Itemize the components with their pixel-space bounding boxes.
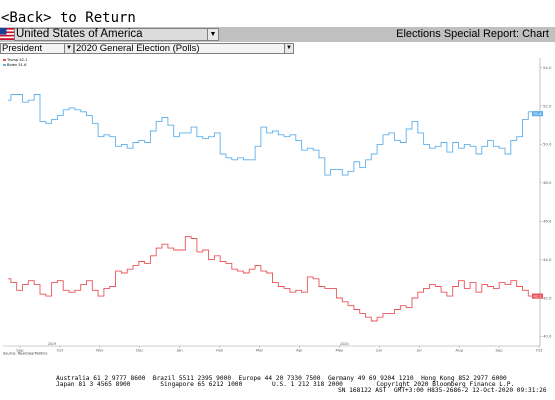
report-title: Elections Special Report: Chart xyxy=(396,28,549,40)
x-tick-label: Mar xyxy=(256,348,264,353)
chart-source: Source: RealClearPolitics xyxy=(3,352,47,356)
x-tick-label: Feb xyxy=(216,348,223,353)
race-select[interactable]: President ▼ xyxy=(0,43,74,54)
last-value-tag-biden xyxy=(532,111,543,117)
x-tick-label: Oct xyxy=(536,348,543,353)
y-tick-label: 42.0 xyxy=(543,295,552,300)
legend-item-trump: Trump 42.1 xyxy=(3,58,27,63)
series-line-biden xyxy=(8,94,537,176)
last-value-label-biden: 51.6 xyxy=(533,112,542,116)
footer: Australia 61 2 9777 8600 Brazil 5511 239… xyxy=(0,375,555,400)
x-tick-label: Dec xyxy=(136,348,143,353)
back-link-text[interactable]: <Back> to Return xyxy=(1,10,136,26)
x-year-label: 2020 xyxy=(340,342,349,346)
y-tick-label: 52.0 xyxy=(543,103,552,108)
y-tick-label: 46.0 xyxy=(543,219,552,224)
last-value-label-trump: 42.1 xyxy=(533,294,541,298)
last-value-tag-trump xyxy=(532,293,543,299)
x-tick-label: Jan xyxy=(176,348,183,353)
x-tick-label: Nov xyxy=(96,348,104,353)
race-select-value: President xyxy=(2,43,43,54)
series-line-trump xyxy=(8,236,537,322)
y-tick-label: 50.0 xyxy=(543,142,552,147)
poll-chart-svg: 54.0 52.0 50.0 48.0 46.0 44.0 42.0 40.0 Sep Oct No… xyxy=(0,55,555,355)
sub-bar: President ▼ 2020 General Election (Polls… xyxy=(0,42,555,54)
us-flag-icon xyxy=(0,28,14,40)
footer-session-line: SN 168122 AST GMT+3:00 H835-2686-2 12-Oc… xyxy=(338,387,547,394)
x-tick-label: Jul xyxy=(416,348,422,353)
y-tick-label: 48.0 xyxy=(543,180,552,185)
top-bar: United States of America ▼ Elections Spe… xyxy=(0,27,555,42)
x-tick-label: Sep xyxy=(495,348,503,353)
chevron-down-icon[interactable]: ▼ xyxy=(207,29,218,40)
x-tick-label: Aug xyxy=(455,348,463,353)
back-link[interactable]: <Back> to Return xyxy=(1,10,136,27)
x-tick-label: Sep xyxy=(16,348,24,353)
x-tick-label: Apr xyxy=(296,348,303,353)
footer-contacts-line-1: Australia 61 2 9777 8600 Brazil 5511 239… xyxy=(56,375,507,382)
footer-contacts-line-2: Japan 81 3 4565 8900 Singapore 65 6212 1… xyxy=(56,381,515,388)
legend-swatch-biden xyxy=(3,63,6,66)
y-tick-label: 54.0 xyxy=(543,65,552,70)
poll-type-select-value: 2020 General Election (Polls) xyxy=(76,43,200,54)
chart-background xyxy=(0,55,555,355)
x-tick-label: May xyxy=(335,348,344,353)
y-tick-label: 40.0 xyxy=(543,334,552,339)
poll-type-select[interactable]: 2020 General Election (Polls) ▼ xyxy=(74,43,294,54)
chevron-down-icon[interactable]: ▼ xyxy=(284,44,293,53)
legend-item-biden: Biden 51.6 xyxy=(3,63,27,68)
legend-swatch-trump xyxy=(3,59,6,61)
country-select[interactable]: United States of America ▼ xyxy=(14,28,219,41)
x-tick-label: Oct xyxy=(57,348,64,353)
poll-chart: 54.0 52.0 50.0 48.0 46.0 44.0 42.0 40.0 Sep Oct No… xyxy=(0,55,555,355)
y-tick-label: 44.0 xyxy=(543,257,552,262)
chevron-down-icon[interactable]: ▼ xyxy=(64,44,73,53)
country-select-value: United States of America xyxy=(16,28,143,40)
chart-legend: Trump 42.1 Biden 51.6 xyxy=(3,58,27,67)
x-year-label: 2019 xyxy=(48,342,57,346)
legend-label-trump: Trump 42.1 xyxy=(7,58,28,62)
x-tick-label: Jun xyxy=(375,348,383,353)
legend-label-biden: Biden 51.6 xyxy=(7,62,27,67)
